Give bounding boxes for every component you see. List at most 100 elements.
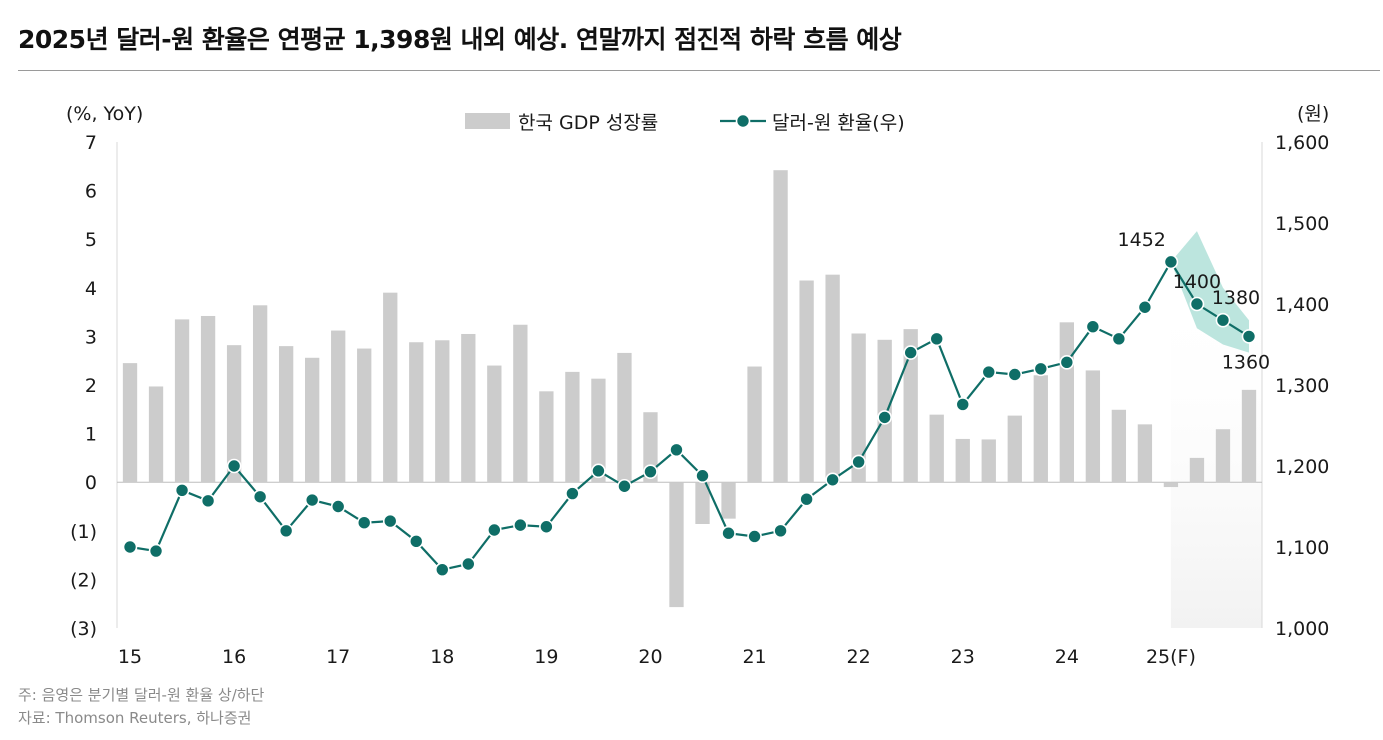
left-tick-label: 4 xyxy=(85,278,97,300)
left-tick-label: 1 xyxy=(85,424,97,446)
fx-point xyxy=(1059,355,1075,370)
left-axis-unit: (%, YoY) xyxy=(66,103,143,125)
gdp-bar xyxy=(825,274,840,483)
fx-point xyxy=(461,556,476,572)
gdp-bar xyxy=(617,352,632,483)
fx-point xyxy=(773,523,788,539)
fx-point xyxy=(148,543,164,559)
gdp-bar xyxy=(851,333,866,483)
left-tick-label: (2) xyxy=(70,569,97,591)
fx-point xyxy=(487,522,502,538)
right-axis-unit: (원) xyxy=(1297,103,1329,125)
gdp-bar xyxy=(929,414,944,483)
gdp-bar xyxy=(1137,424,1153,483)
left-tick-label: (1) xyxy=(70,521,97,543)
gdp-bar xyxy=(174,319,190,483)
gdp-bar xyxy=(331,330,346,483)
left-tick-label: (3) xyxy=(70,618,97,640)
gdp-bar xyxy=(591,378,606,483)
data-label: 1380 xyxy=(1212,287,1260,309)
fx-point xyxy=(1163,254,1179,270)
fx-point xyxy=(1137,299,1153,315)
left-tick-label: 6 xyxy=(85,181,97,203)
gdp-bar xyxy=(383,292,398,483)
gdp-bar xyxy=(1007,415,1022,483)
data-label: 1452 xyxy=(1118,229,1166,251)
gdp-bar xyxy=(122,363,138,483)
gdp-bar xyxy=(1163,482,1179,488)
gdp-bar xyxy=(799,280,814,483)
x-tick-label: 24 xyxy=(1055,646,1079,668)
gdp-bar xyxy=(1111,409,1127,483)
gdp-bar xyxy=(513,324,528,483)
gdp-bar xyxy=(487,365,502,483)
fx-point xyxy=(1189,296,1205,312)
gdp-bar xyxy=(955,438,970,483)
fx-point xyxy=(304,492,320,508)
gdp-bar xyxy=(226,345,242,483)
gdp-bar xyxy=(461,333,476,483)
fx-point xyxy=(617,478,632,494)
right-tick-label: 1,400 xyxy=(1275,294,1329,316)
fx-point xyxy=(356,515,372,531)
fx-point xyxy=(825,472,840,488)
x-tick-label: 23 xyxy=(951,646,975,668)
legend-bar-swatch xyxy=(465,113,510,129)
gdp-bar xyxy=(1033,375,1048,483)
fx-point xyxy=(643,464,658,479)
fx-point xyxy=(565,486,580,501)
gdp-bar xyxy=(1085,370,1101,483)
right-tick-label: 1,100 xyxy=(1275,537,1329,559)
fx-point xyxy=(226,458,242,474)
fx-point xyxy=(122,539,138,555)
data-label: 1400 xyxy=(1173,271,1221,293)
data-label: 1360 xyxy=(1222,351,1270,373)
gdp-bar xyxy=(669,482,684,608)
fx-point xyxy=(330,499,346,514)
fx-line xyxy=(129,259,1250,571)
chart-source: 자료: Thomson Reuters, 하나증권 xyxy=(18,709,252,727)
fx-point xyxy=(981,364,997,380)
fx-point xyxy=(1033,361,1049,377)
fx-point xyxy=(539,519,554,535)
fx-point xyxy=(408,534,424,549)
right-tick-label: 1,200 xyxy=(1275,456,1329,478)
gdp-bar xyxy=(1241,389,1257,483)
x-tick-label: 25(F) xyxy=(1146,646,1196,668)
right-tick-label: 1,600 xyxy=(1275,132,1329,154)
gdp-bar xyxy=(252,305,268,483)
gdp-bar xyxy=(903,329,918,483)
x-tick-label: 18 xyxy=(430,646,454,668)
fx-point xyxy=(929,331,945,347)
left-tick-label: 3 xyxy=(85,326,97,348)
gdp-bar xyxy=(565,371,580,483)
fx-point xyxy=(955,397,971,412)
gdp-bar xyxy=(409,342,424,483)
x-tick-label: 15 xyxy=(118,646,142,668)
gdp-bar xyxy=(357,348,372,483)
gdp-bar xyxy=(1215,429,1231,483)
fx-point xyxy=(1111,331,1127,347)
fx-point xyxy=(669,442,684,458)
fx-point xyxy=(591,463,606,479)
gdp-bar xyxy=(435,340,450,483)
chart-note: 주: 음영은 분기별 달러-원 환율 상/하단 xyxy=(18,686,265,704)
fx-point xyxy=(513,517,528,533)
left-tick-label: 0 xyxy=(85,472,97,494)
fx-point xyxy=(174,482,190,498)
gdp-bar xyxy=(200,315,216,483)
fx-point xyxy=(799,491,814,507)
gdp-bar xyxy=(148,386,164,483)
left-tick-label: 2 xyxy=(85,375,97,397)
gdp-bar xyxy=(695,482,710,524)
gdp-bar xyxy=(747,366,762,483)
right-tick-label: 1,300 xyxy=(1275,375,1329,397)
title-divider xyxy=(18,70,1380,71)
fx-point xyxy=(1215,312,1231,328)
right-tick-label: 1,500 xyxy=(1275,213,1329,235)
gdp-bar xyxy=(1059,322,1074,483)
fx-point xyxy=(1241,329,1257,344)
gdp-bar xyxy=(721,482,736,519)
fx-point xyxy=(747,529,762,544)
